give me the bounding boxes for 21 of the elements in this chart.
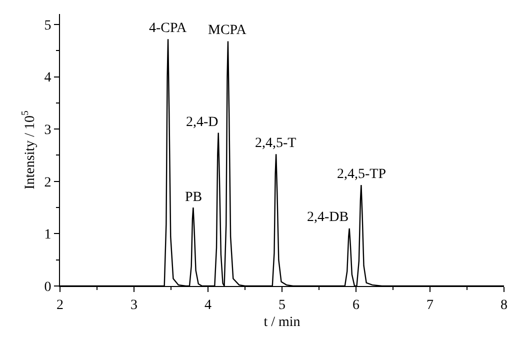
x-tick-label: 7	[426, 298, 434, 313]
annotation: 2,4-DB	[307, 210, 349, 225]
y-tick-label: 5	[44, 18, 52, 34]
x-axis-title: t / min	[264, 315, 300, 330]
y-tick-label: 3	[44, 122, 52, 138]
annotation: 2,4-D	[186, 115, 218, 130]
x-tick-label: 4	[204, 298, 212, 313]
x-tick-label: 8	[500, 298, 508, 313]
y-tick-label: 0	[44, 280, 52, 295]
x-tick-label: 5	[278, 298, 286, 313]
y-tick-label: 2	[44, 175, 52, 190]
x-tick-label: 6	[352, 298, 360, 313]
x-tick-label: 2	[56, 298, 64, 313]
annotation: 2,4,5-T	[255, 136, 297, 151]
y-tick-label: 1	[44, 228, 52, 243]
x-tick-label: 3	[130, 298, 138, 313]
annotation: PB	[185, 190, 202, 205]
annotation: 2,4,5-TP	[337, 167, 386, 182]
annotation: MCPA	[208, 23, 248, 38]
annotation: 4-CPA	[149, 21, 188, 36]
y-tick-label: 4	[44, 70, 52, 86]
